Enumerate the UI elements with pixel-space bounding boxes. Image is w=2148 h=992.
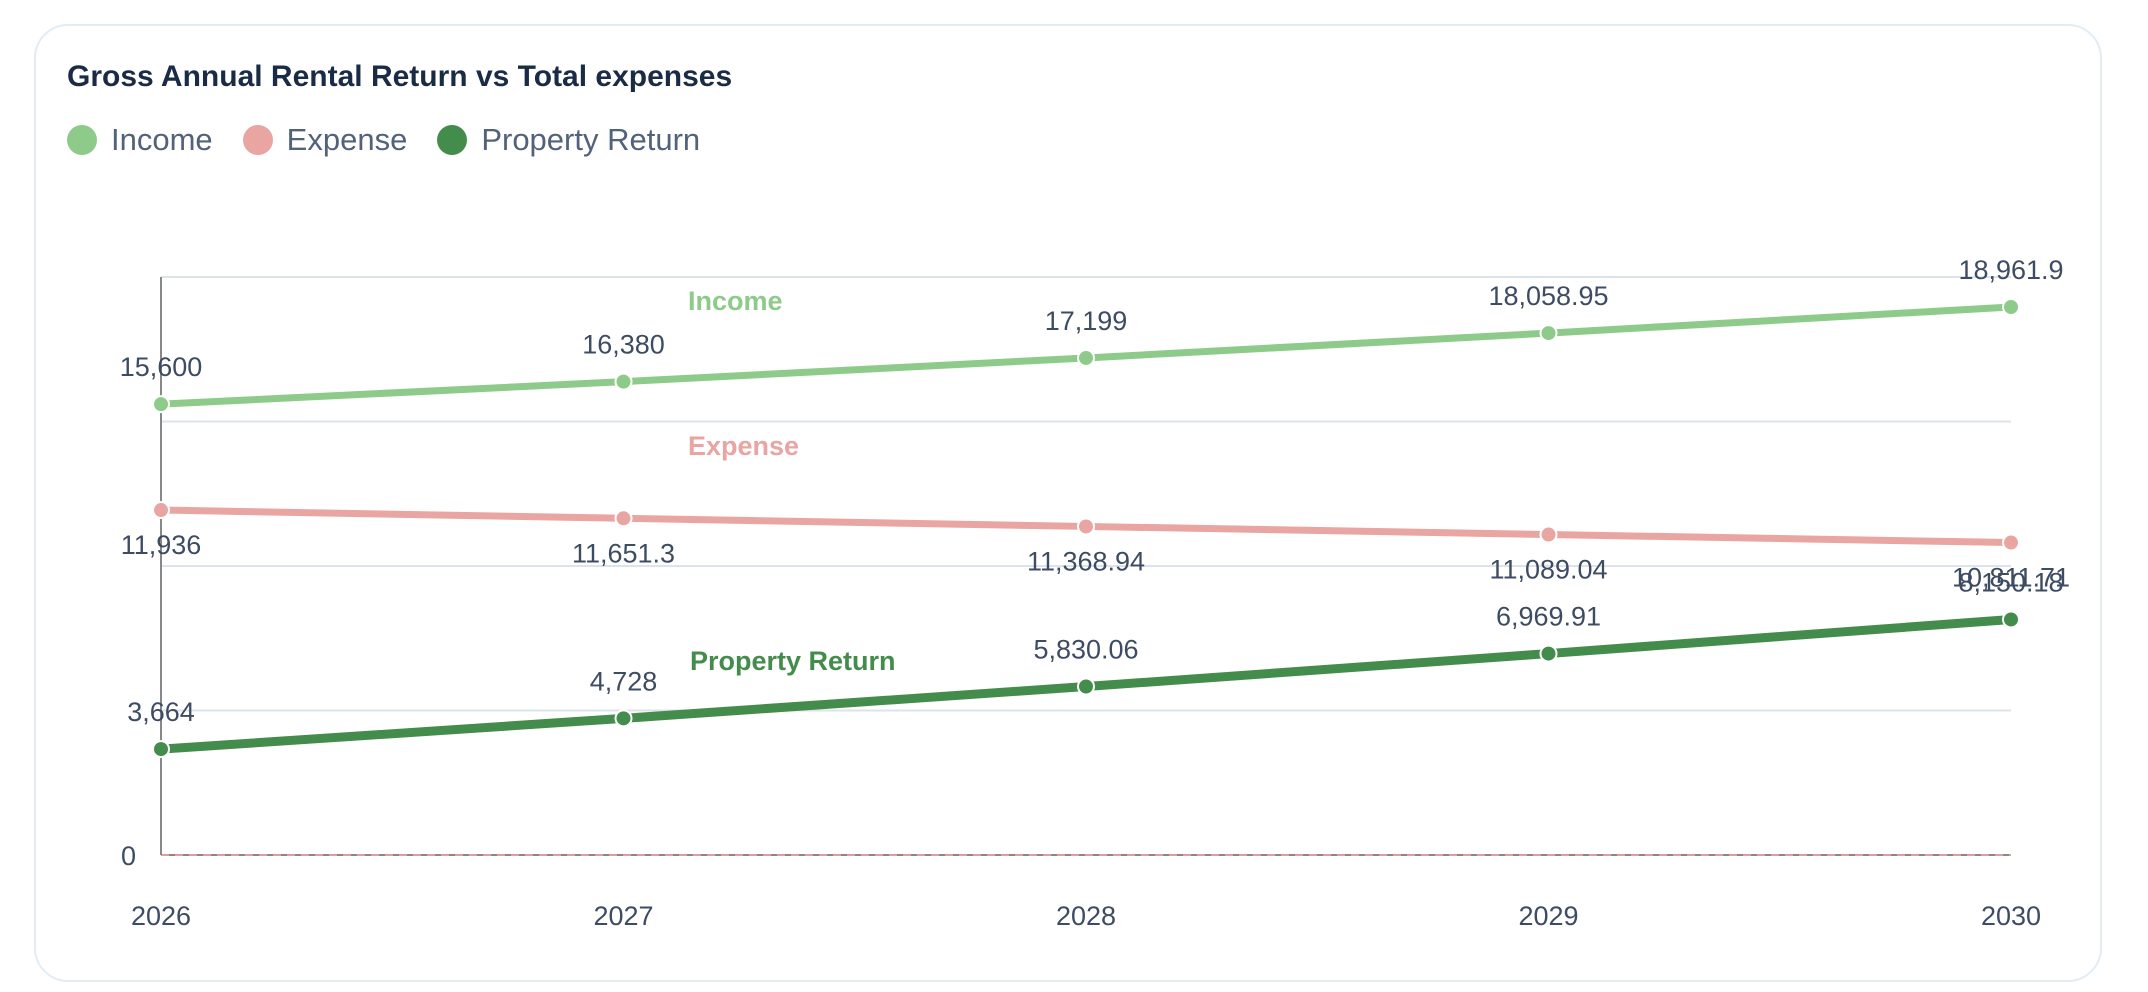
legend-item-expense[interactable]: Expense [242,122,408,158]
legend-label-expense: Expense [286,122,408,157]
chart-title: Gross Annual Rental Return vs Total expe… [67,60,733,93]
legend: Income Expense Property Return [67,122,730,158]
data-label: 11,089.04 [1489,555,1607,585]
data-label: 6,969.91 [1496,602,1601,632]
data-label: 3,664 [127,697,195,727]
data-point[interactable] [2002,298,2020,317]
data-label: 8,150.18 [1958,567,2063,597]
data-label: 10,811.71 [1952,563,2070,593]
series-label: Expense [688,431,799,461]
y-tick-label: 0 [121,841,136,871]
data-point[interactable] [1539,644,1558,663]
data-label: 5,830.06 [1033,635,1138,665]
legend-label-property-return: Property Return [481,122,701,157]
x-tick-label: 2027 [593,901,653,931]
data-label: 11,936 [121,530,202,560]
data-label: 17,199 [1045,306,1128,336]
data-point[interactable] [1539,324,1558,343]
series-label: Income [688,286,783,316]
series-label: Property Return [690,646,896,676]
data-label: 18,961.9 [1958,255,2063,285]
data-point[interactable] [1077,677,1095,696]
data-label: 11,368.94 [1027,546,1145,576]
data-point[interactable] [152,395,170,414]
data-point[interactable] [614,709,633,728]
data-label: 16,380 [582,330,665,360]
legend-marker-property-return [437,125,468,155]
data-point[interactable] [614,509,633,528]
chart-card [34,24,2102,982]
data-label: 11,651.3 [572,538,675,568]
x-tick-label: 2028 [1056,901,1116,931]
x-tick-label: 2029 [1518,901,1578,931]
data-point[interactable] [1077,348,1095,367]
legend-marker-expense [242,125,273,155]
data-point[interactable] [1077,517,1095,536]
x-tick-label: 2030 [1981,901,2041,931]
legend-marker-income [67,125,97,155]
legend-item-property-return[interactable]: Property Return [437,122,700,158]
data-point[interactable] [152,740,170,759]
data-point[interactable] [152,501,170,520]
data-point[interactable] [2002,610,2020,629]
data-point[interactable] [614,372,633,391]
data-label: 4,728 [590,666,658,696]
data-label: 18,058.95 [1488,281,1608,311]
legend-item-income[interactable]: Income [67,122,213,158]
data-label: 15,600 [120,352,203,382]
data-point[interactable] [2002,533,2020,552]
legend-label-income: Income [111,122,213,157]
data-point[interactable] [1539,525,1558,544]
x-tick-label: 2026 [131,901,191,931]
